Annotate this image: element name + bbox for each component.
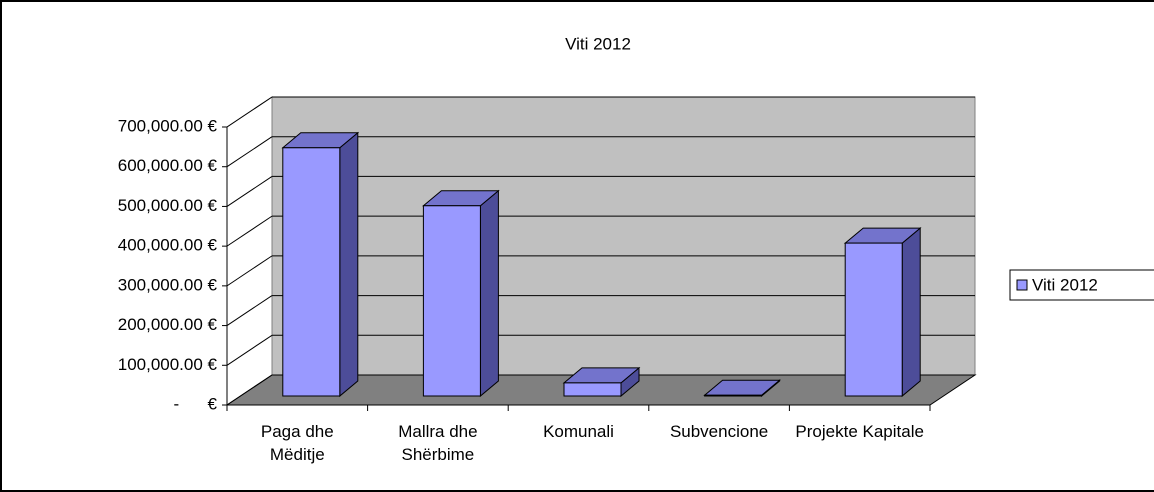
- bar: [562, 366, 641, 398]
- y-tick-label: 600,000.00 €: [118, 156, 218, 175]
- side-wall: [226, 96, 273, 406]
- grid-line: [226, 136, 273, 168]
- y-tick-label: 100,000.00 €: [118, 355, 218, 374]
- y-tick-label: 700,000.00 €: [118, 116, 218, 135]
- y-tick-label: 500,000.00 €: [118, 196, 218, 215]
- y-tick-label: 200,000.00 €: [118, 315, 218, 334]
- legend-swatch: [1016, 279, 1028, 291]
- bar-front: [282, 147, 341, 397]
- bar-front: [422, 205, 481, 397]
- legend-box: [1009, 269, 1154, 301]
- bar-front: [704, 394, 763, 397]
- chart-title: Viti 2012: [565, 34, 631, 53]
- bar: [281, 131, 360, 398]
- bar-side: [479, 189, 499, 398]
- grid-line: [226, 255, 273, 287]
- grid-line: [226, 295, 273, 326]
- bar: [703, 379, 781, 398]
- x-tick-label: Mallra dhe Shërbime: [398, 422, 478, 464]
- x-tick-label: Paga dhe Mëditje: [260, 422, 334, 464]
- y-tick-label: 400,000.00 €: [118, 236, 218, 255]
- grid-line: [226, 176, 273, 207]
- legend-label: Viti 2012: [1032, 275, 1098, 294]
- bar-front: [563, 382, 622, 397]
- grid-line: [226, 96, 273, 128]
- y-tick-label: 300,000.00 €: [118, 275, 218, 294]
- bar-side: [339, 131, 359, 398]
- x-tick-label: Projekte Kapitale: [795, 422, 924, 441]
- x-tick-label: Subvencione: [669, 422, 769, 441]
- grid-line: [226, 374, 273, 406]
- bar: [843, 227, 922, 398]
- bar-front: [844, 242, 903, 397]
- grid-line: [226, 215, 273, 247]
- grid-line: [226, 334, 273, 366]
- bar: [422, 189, 500, 398]
- bar-side: [901, 227, 921, 398]
- y-tick-label: - €: [174, 394, 218, 413]
- x-tick-label: Komunali: [543, 422, 614, 441]
